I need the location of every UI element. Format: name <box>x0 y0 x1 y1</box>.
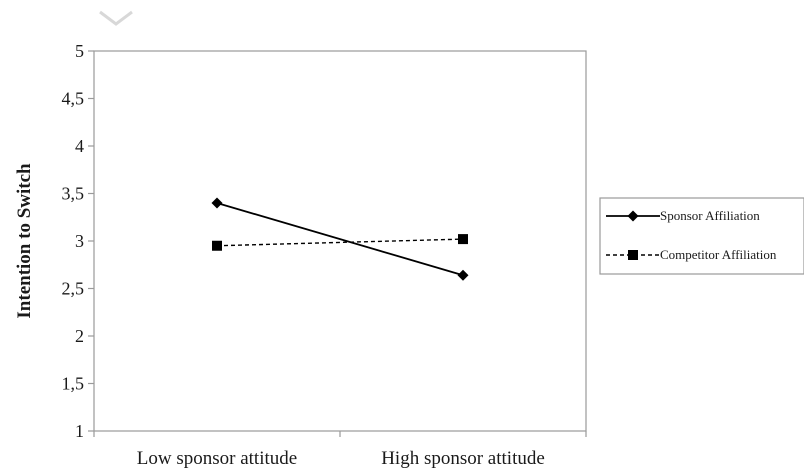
x-axis: Low sponsor attitude High sponsor attitud… <box>93 431 587 469</box>
y-tick-label: 4 <box>75 136 84 156</box>
y-tick-label: 4,5 <box>62 89 85 109</box>
legend-marker-0 <box>627 210 639 222</box>
y-axis-title: Intention to Switch <box>14 163 35 319</box>
legend-items: Sponsor Affiliation Competitor Affiliatio… <box>606 208 777 262</box>
series-layer <box>211 197 469 281</box>
x-tick-label: High sponsor attitude <box>381 448 545 469</box>
legend-marker-1 <box>628 250 638 260</box>
chevron-down-icon <box>99 10 133 26</box>
y-tick-label: 2,5 <box>62 279 85 299</box>
plot-area <box>93 50 587 432</box>
y-tick-label: 3 <box>75 231 84 251</box>
data-point <box>211 197 223 209</box>
y-tick-label: 3,5 <box>62 184 85 204</box>
y-tick-label: 1 <box>75 421 84 441</box>
legend-label-0: Sponsor Affiliation <box>660 208 760 223</box>
y-tick-label: 1,5 <box>62 374 85 394</box>
y-tick-label: 5 <box>75 41 84 61</box>
x-tick-label: Low sponsor attitude <box>137 448 297 469</box>
data-point <box>458 234 468 245</box>
data-point <box>212 240 222 251</box>
legend <box>599 197 804 275</box>
legend-label-1: Competitor Affiliation <box>660 247 777 262</box>
series-line-1 <box>216 238 464 247</box>
y-axis: 1 1,5 2 2,5 3 3,5 4 4,5 5 <box>62 41 94 441</box>
data-point <box>457 269 469 281</box>
y-tick-label: 2 <box>75 326 84 346</box>
series-line-0 <box>216 202 464 277</box>
